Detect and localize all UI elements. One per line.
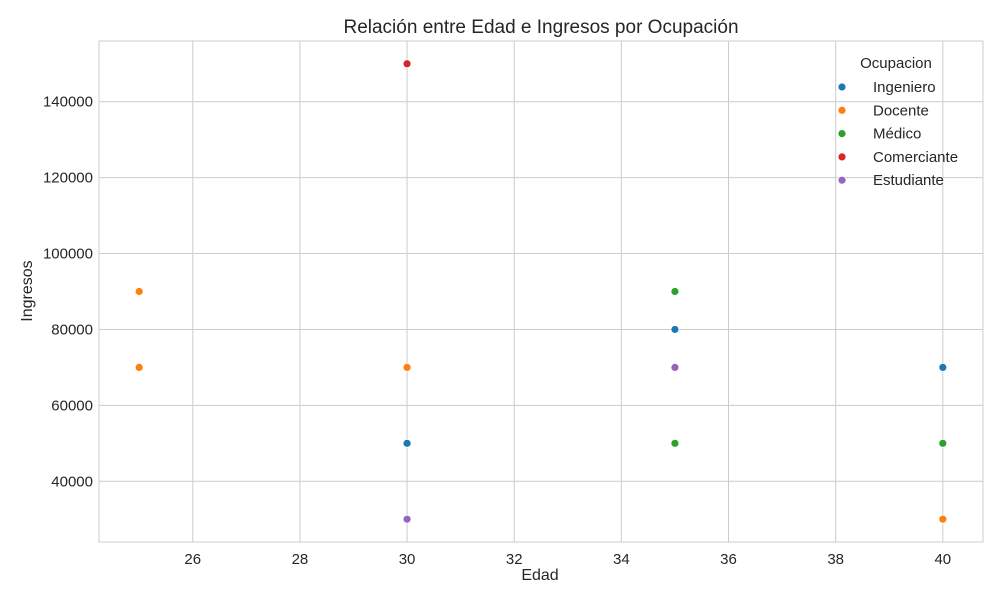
x-tick-label: 38	[827, 551, 844, 568]
legend-label: Comerciante	[873, 149, 958, 166]
legend-marker	[837, 105, 847, 115]
x-tick-label: 34	[613, 551, 630, 568]
legend-marker	[837, 129, 847, 139]
data-point	[402, 59, 412, 69]
data-point	[670, 363, 680, 372]
data-point	[402, 514, 412, 524]
data-point	[938, 363, 948, 372]
data-points	[134, 59, 948, 524]
data-point	[938, 514, 948, 524]
y-tick-label: 80000	[51, 321, 93, 338]
y-axis-label: Ingresos	[19, 260, 36, 321]
legend-label: Docente	[873, 102, 929, 119]
legend-item: Docente	[837, 102, 929, 119]
x-tick-label: 40	[934, 551, 951, 568]
grid	[99, 41, 983, 542]
x-tick-label: 26	[184, 551, 201, 568]
data-point	[670, 438, 680, 448]
x-tick-label: 32	[506, 551, 523, 568]
data-point	[402, 438, 412, 448]
legend-marker	[837, 82, 847, 92]
chart-title: Relación entre Edad e Ingresos por Ocupa…	[343, 17, 738, 38]
plot-area	[98, 40, 984, 543]
legend-item: Médico	[837, 126, 921, 143]
legend-label: Estudiante	[873, 172, 944, 189]
y-tick-label: 140000	[43, 94, 93, 111]
x-axis-label: Edad	[521, 567, 558, 584]
legend-item: Ingeniero	[837, 79, 936, 96]
data-point	[670, 287, 680, 296]
tick-labels: 26 28 30 32 34 36 38 40 40000 60000 80000 100000 120…	[43, 94, 951, 568]
data-point	[402, 363, 412, 372]
x-tick-label: 30	[399, 551, 416, 568]
data-point	[670, 325, 680, 334]
y-tick-label: 100000	[43, 246, 93, 263]
data-point	[134, 287, 144, 296]
legend-marker	[837, 175, 847, 185]
legend-label: Ingeniero	[873, 79, 936, 96]
x-tick-label: 28	[292, 551, 309, 568]
legend-item: Estudiante	[837, 172, 944, 189]
legend-title: Ocupacion	[860, 55, 932, 72]
legend-marker	[837, 152, 847, 162]
y-tick-label: 120000	[43, 170, 93, 187]
y-tick-label: 40000	[51, 473, 93, 490]
legend-item: Comerciante	[837, 149, 958, 166]
data-point	[134, 363, 144, 372]
legend: Ocupacion Ingeniero Docente Médico Comercia…	[837, 55, 958, 189]
x-tick-label: 36	[720, 551, 737, 568]
y-tick-label: 60000	[51, 397, 93, 414]
legend-label: Médico	[873, 126, 921, 143]
data-point	[938, 438, 948, 448]
